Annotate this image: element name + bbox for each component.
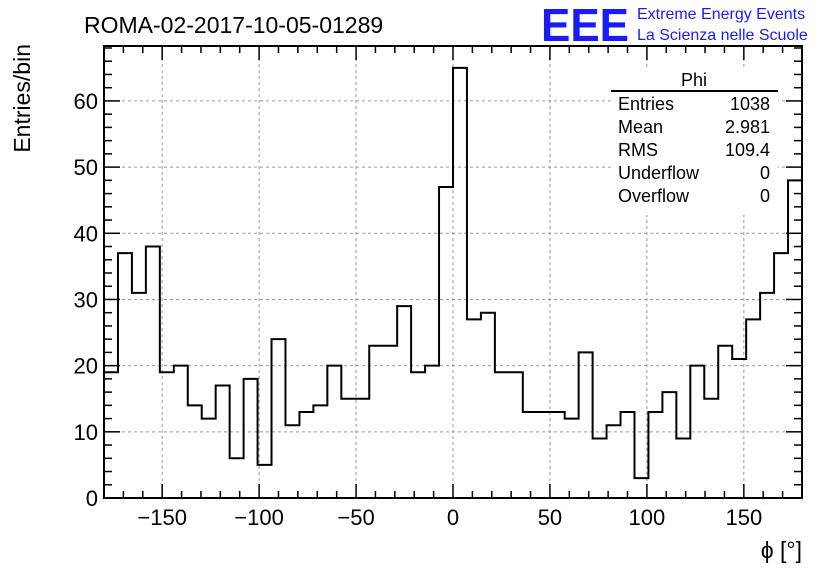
histogram-bin [523, 412, 537, 498]
histogram-bin [299, 412, 313, 498]
histogram-bin [369, 346, 383, 498]
histogram-bin [355, 399, 369, 498]
y-axis-label: Entries/bin [9, 44, 35, 153]
histogram-bin [537, 412, 551, 498]
histogram-bin [425, 366, 439, 498]
histogram-bin [272, 339, 286, 498]
x-tick-labels: −150 −100 −50 0 50 100 150 [137, 505, 762, 530]
histogram-bin [467, 319, 481, 498]
stats-row-label: Overflow [618, 186, 690, 206]
histogram-bin [230, 458, 244, 498]
histogram-bin [244, 379, 258, 498]
histogram-bin [565, 419, 579, 498]
y-tick-label: 20 [74, 354, 98, 379]
histogram-bin [648, 412, 662, 498]
histogram-bin [662, 392, 676, 498]
histogram-bin [439, 187, 453, 498]
histogram-bin [146, 247, 160, 498]
y-tick-label: 0 [86, 486, 98, 511]
histogram-bin [551, 412, 565, 498]
x-axis-label: ϕ [°] [761, 537, 802, 563]
x-tick-label: 100 [629, 505, 666, 530]
chart-title: ROMA-02-2017-10-05-01289 [84, 12, 383, 38]
x-tick-label: 0 [447, 505, 459, 530]
histogram-bin [774, 253, 788, 498]
histogram-bin [118, 253, 132, 498]
axis-ticks [104, 46, 802, 499]
histogram-bin [579, 352, 593, 498]
histogram-bin [160, 372, 174, 498]
stats-row-value: 2.981 [725, 117, 770, 137]
plot-frame [103, 45, 803, 499]
histogram-bin [411, 372, 425, 498]
histogram-bin [104, 372, 118, 498]
stats-row-value: 1038 [730, 94, 770, 114]
y-tick-label: 60 [74, 89, 98, 114]
x-tick-label: −100 [234, 505, 284, 530]
histogram-bin [383, 346, 397, 498]
histogram-bin [216, 385, 230, 498]
stats-box-rows: Entries 1038 Mean 2.981 RMS 109.4 Underflow 0 Ov… [618, 94, 770, 206]
histogram-bin [202, 419, 216, 498]
stats-row-value: 0 [760, 186, 770, 206]
histogram-bin [341, 399, 355, 498]
stats-row-label: Underflow [618, 163, 700, 183]
eee-branding: EEE Extreme Energy Events La Scienza nel… [541, 0, 808, 51]
eee-logo: EEE [541, 0, 629, 51]
histogram-bin [132, 293, 146, 498]
histogram-bin [313, 405, 327, 498]
histogram-bin [509, 372, 523, 498]
histogram-bin [174, 366, 188, 498]
histogram-bin [453, 68, 467, 498]
branding-line2: La Scienza nelle Scuole [637, 27, 808, 44]
histogram-bin [495, 372, 509, 498]
histogram-bin [607, 425, 621, 498]
histogram-bin [704, 399, 718, 498]
histogram-bin [690, 366, 704, 498]
histogram-bin [481, 313, 495, 498]
y-tick-labels: 0 10 20 30 40 50 60 [74, 89, 98, 511]
y-tick-label: 40 [74, 221, 98, 246]
histogram-bin [327, 366, 341, 498]
x-tick-label: −50 [337, 505, 374, 530]
histogram-bin [621, 412, 635, 498]
y-tick-label: 50 [74, 155, 98, 180]
y-tick-label: 30 [74, 287, 98, 312]
stats-row-label: Entries [618, 94, 674, 114]
histogram-bin [593, 438, 607, 498]
stats-row-value: 109.4 [725, 140, 770, 160]
histogram-outline [104, 66, 802, 480]
histogram-bin [732, 359, 746, 498]
stats-box-title: Phi [681, 70, 707, 90]
stats-box: Phi Entries 1038 Mean 2.981 RMS 109.4 Underflo… [611, 69, 778, 215]
histogram-bin [188, 405, 202, 498]
branding-line1: Extreme Energy Events [637, 6, 805, 23]
x-tick-label: 50 [538, 505, 562, 530]
histogram-bin [760, 293, 774, 498]
stats-box-bg [611, 69, 778, 215]
histogram-bin [676, 438, 690, 498]
histogram-bin [746, 319, 760, 498]
y-tick-label: 10 [74, 420, 98, 445]
histogram-bin [397, 306, 411, 498]
stats-row-value: 0 [760, 163, 770, 183]
stats-row-label: RMS [618, 140, 658, 160]
x-tick-label: −150 [137, 505, 187, 530]
stats-row-label: Mean [618, 117, 663, 137]
x-tick-label: 150 [725, 505, 762, 530]
histogram-bin [718, 346, 732, 498]
histogram-bin [285, 425, 299, 498]
